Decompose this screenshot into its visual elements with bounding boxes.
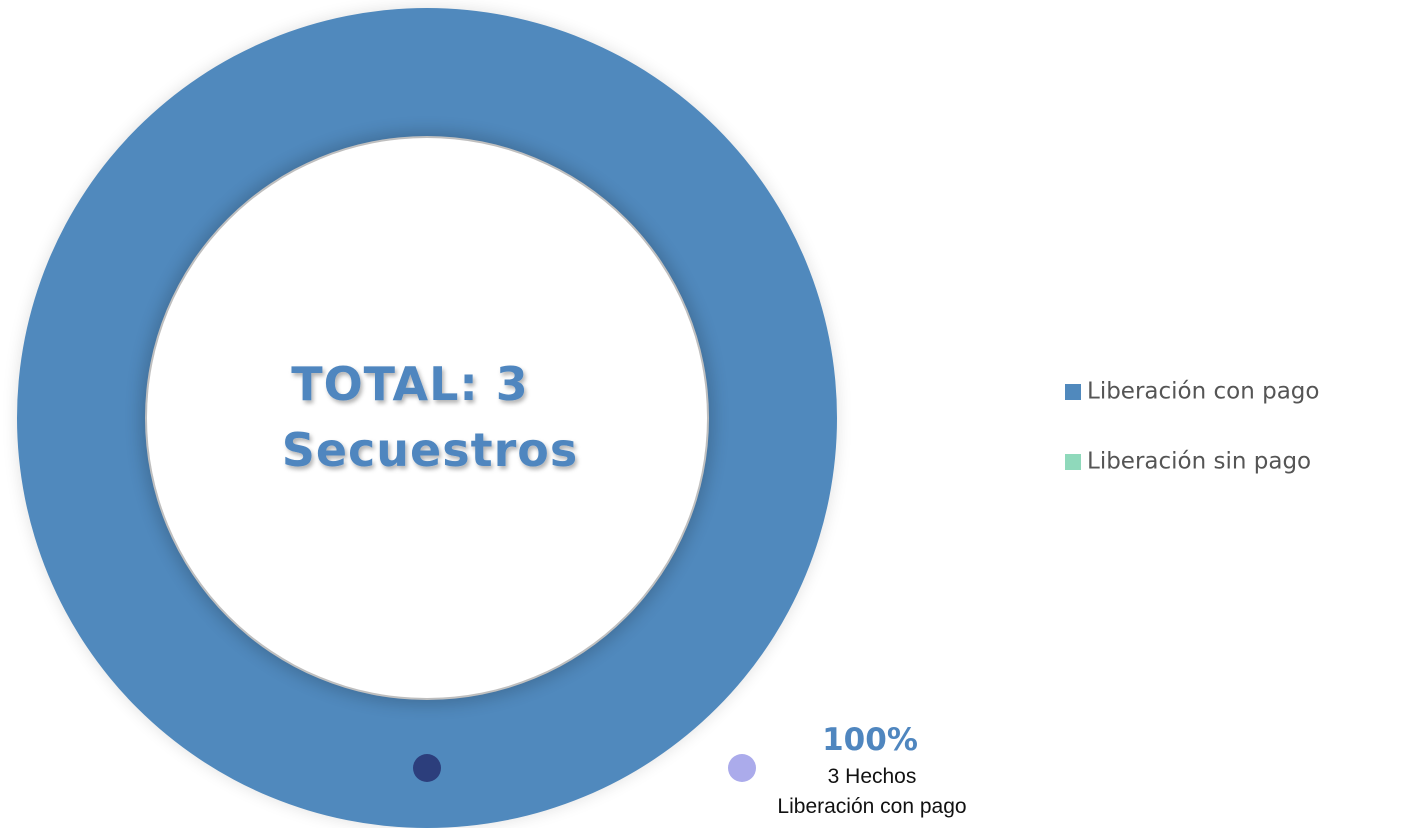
callout: 100% 3 Hechos Liberación con pago — [413, 722, 967, 818]
legend-swatch — [1065, 384, 1081, 400]
hole — [147, 138, 707, 698]
slices — [17, 8, 837, 828]
center-title: TOTAL: 3 — [291, 357, 529, 411]
legend-label: Liberación con pago — [1087, 379, 1319, 405]
callout-category: Liberación con pago — [777, 795, 966, 818]
value-label: 100% — [822, 722, 918, 758]
legend-label: Liberación sin pago — [1087, 449, 1311, 475]
callout-dot — [413, 754, 441, 782]
callout-dot — [728, 754, 756, 782]
callout-detail: 3 Hechos — [828, 765, 917, 788]
legend-swatch — [1065, 454, 1081, 470]
legend: Liberación con pago Liberación sin pago — [1065, 379, 1319, 475]
center-subtitle: Secuestros — [282, 423, 579, 477]
slice — [17, 8, 837, 828]
